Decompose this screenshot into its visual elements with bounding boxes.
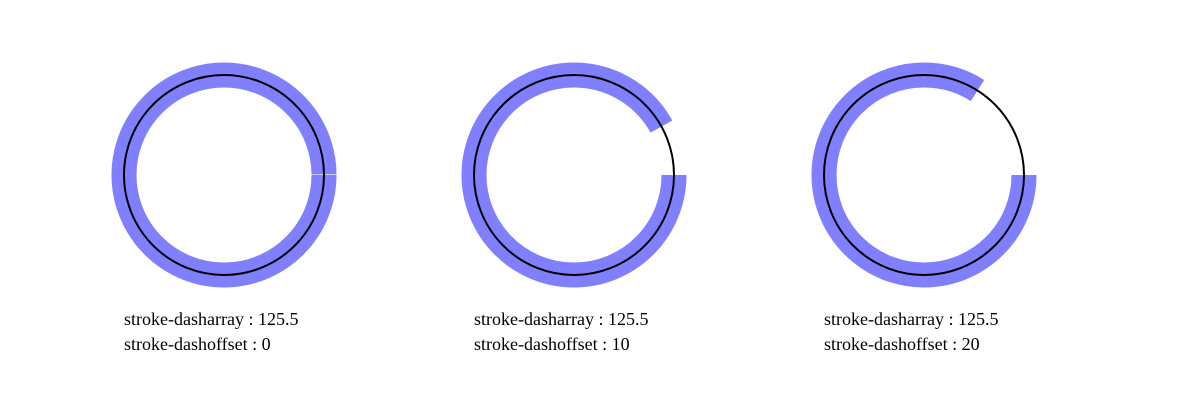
dashoffset-label: stroke-dashoffset : 10 — [474, 334, 630, 354]
caption: stroke-dasharray : 125.5 stroke-dashoffs… — [124, 307, 298, 357]
dashed-stroke-circle — [461, 62, 687, 288]
demo-panel-2: stroke-dasharray : 125.5 stroke-dashoffs… — [454, 0, 804, 406]
circle-diagram-2 — [461, 62, 687, 288]
demo-panel-1: stroke-dasharray : 125.5 stroke-dashoffs… — [104, 0, 454, 406]
dashed-stroke-circle — [811, 62, 1037, 288]
circle-diagram-3 — [811, 62, 1037, 288]
reference-circle — [123, 74, 325, 276]
dasharray-label: stroke-dasharray : 125.5 — [824, 309, 999, 329]
caption: stroke-dasharray : 125.5 stroke-dashoffs… — [474, 307, 648, 357]
dasharray-label: stroke-dasharray : 125.5 — [124, 309, 299, 329]
dashoffset-label: stroke-dashoffset : 0 — [124, 334, 271, 354]
circle-diagram-1 — [111, 62, 337, 288]
reference-circle — [473, 74, 675, 276]
dasharray-label: stroke-dasharray : 125.5 — [474, 309, 649, 329]
caption: stroke-dasharray : 125.5 stroke-dashoffs… — [824, 307, 998, 357]
demo-panel-3: stroke-dasharray : 125.5 stroke-dashoffs… — [804, 0, 1154, 406]
dashoffset-label: stroke-dashoffset : 20 — [824, 334, 980, 354]
dashed-stroke-circle — [111, 62, 337, 288]
reference-circle — [823, 74, 1025, 276]
